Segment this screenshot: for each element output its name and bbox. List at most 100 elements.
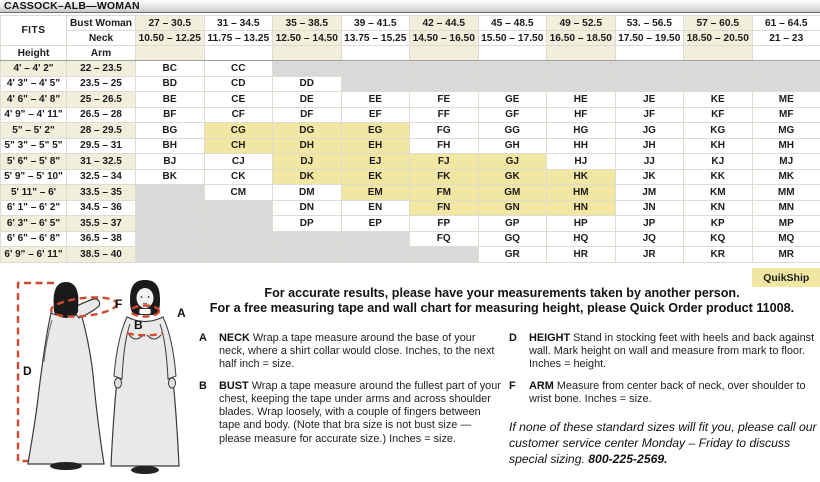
size-cell-unavailable (272, 60, 342, 77)
instruction-term: ARM (529, 380, 557, 393)
size-cell-HP: HP (546, 215, 616, 232)
size-cell-unavailable (203, 215, 273, 232)
intro-line-1: For accurate results, please have your m… (264, 286, 740, 300)
size-cell-MR: MR (751, 246, 820, 263)
mouth (142, 302, 148, 305)
size-cell-ME: ME (751, 91, 820, 108)
size-cell-unavailable (203, 230, 273, 247)
size-cell-JH: JH (614, 137, 684, 154)
instruction-letter: B (199, 380, 207, 393)
customer-service-phone: 800-225-2569. (588, 451, 668, 466)
size-cell-unavailable (409, 246, 479, 263)
measuring-intro: For accurate results, please have your m… (188, 286, 816, 317)
column-spacer (135, 45, 205, 61)
size-cell-unavailable (546, 75, 616, 92)
size-cell-DM: DM (272, 184, 342, 201)
bust-range: 27 – 30.5 (135, 15, 205, 31)
size-cell-FQ: FQ (409, 230, 479, 247)
size-cell-JJ: JJ (614, 153, 684, 170)
size-cell-MM: MM (751, 184, 820, 201)
size-cell-unavailable (614, 60, 684, 77)
size-cell-DN: DN (272, 199, 342, 216)
size-cell-unavailable (340, 230, 410, 247)
size-cell-KR: KR (683, 246, 753, 263)
size-cell-unavailable (135, 199, 205, 216)
bust-range: 31 – 34.5 (203, 15, 273, 31)
height-range: 5' 11" – 6' (0, 184, 67, 201)
column-spacer (477, 45, 547, 61)
column-spacer (272, 45, 342, 61)
size-cell-BF: BF (135, 106, 205, 123)
size-cell-unavailable (340, 75, 410, 92)
neck-range: 12.50 – 14.50 (272, 30, 342, 46)
size-cell-CH: CH (203, 137, 273, 154)
size-cell-CE: CE (203, 91, 273, 108)
instruction-text: NECK Wrap a tape measure around the base… (219, 332, 495, 371)
size-cell-JG: JG (614, 122, 684, 139)
arm-measure-line (49, 296, 119, 318)
size-cell-EK: EK (340, 168, 410, 185)
size-cell-JK: JK (614, 168, 684, 185)
size-cell-GE: GE (477, 91, 547, 108)
figure-label-a: A (177, 306, 186, 320)
size-cell-GM: GM (477, 184, 547, 201)
size-cell-JP: JP (614, 215, 684, 232)
size-table-row: 5" – 5' 2" 28 – 29.5 BG CG DG EG FG GG HG JG KG MG (0, 122, 820, 139)
size-table-row: 6' 6" – 6' 8" 36.5 – 38 FQ GQ HQ JQ KQ MQ (0, 230, 820, 247)
size-cell-EG: EG (340, 122, 410, 139)
size-cell-unavailable (683, 75, 753, 92)
size-cell-DF: DF (272, 106, 342, 123)
instruction-letter: F (509, 380, 516, 393)
size-cell-JN: JN (614, 199, 684, 216)
figure-back-view (27, 282, 105, 470)
neck-range: 15.50 – 17.50 (477, 30, 547, 46)
size-cell-KF: KF (683, 106, 753, 123)
bust-range: 35 – 38.5 (272, 15, 342, 31)
size-cell-JR: JR (614, 246, 684, 263)
size-cell-MQ: MQ (751, 230, 820, 247)
back-arm-crease (43, 319, 53, 363)
collar (138, 308, 152, 315)
size-cell-HM: HM (546, 184, 616, 201)
neck-range: 11.75 – 13.25 (203, 30, 273, 46)
bust-range: 61 – 64.5 (751, 15, 820, 31)
instruction-columns: A NECK Wrap a tape measure around the bas… (199, 332, 817, 467)
neck-row-label: Neck (66, 30, 136, 46)
size-cell-EH: EH (340, 137, 410, 154)
left-hand (114, 377, 122, 389)
bust-row-label: Bust Woman (66, 15, 136, 31)
size-cell-GH: GH (477, 137, 547, 154)
size-cell-BK: BK (135, 168, 205, 185)
size-cell-unavailable (135, 230, 205, 247)
size-cell-unavailable (203, 246, 273, 263)
size-cell-HN: HN (546, 199, 616, 216)
size-cell-CK: CK (203, 168, 273, 185)
size-cell-unavailable (340, 60, 410, 77)
size-table-row: 5' 9" – 5' 10" 32.5 – 34 BK CK DK EK FK GK HK JK K… (0, 168, 820, 185)
column-spacer (614, 45, 684, 61)
height-range: 4' 6" – 4' 8" (0, 91, 67, 108)
neck-range: 17.50 – 19.50 (614, 30, 684, 46)
size-cell-MJ: MJ (751, 153, 820, 170)
size-cell-unavailable (340, 246, 410, 263)
raised-arm (70, 298, 101, 319)
size-cell-DP: DP (272, 215, 342, 232)
size-cell-unavailable (683, 60, 753, 77)
bust-range: 42 – 44.5 (409, 15, 479, 31)
size-cell-FE: FE (409, 91, 479, 108)
height-range: 6' 1" – 6' 2" (0, 199, 67, 216)
neck-range: 14.50 – 16.50 (409, 30, 479, 46)
figure-front-view (110, 280, 180, 474)
instructions-right-column: D HEIGHT Stand in stocking feet with heel… (509, 332, 817, 467)
size-table-row: 6' 9" – 6' 11" 38.5 – 40 GR HR JR KR MR (0, 246, 820, 263)
size-cell-GP: GP (477, 215, 547, 232)
size-table-row: 6' 1" – 6' 2" 34.5 – 36 DN EN FN GN HN JN KN MN (0, 199, 820, 216)
quikship-badge: QuikShip (752, 267, 820, 287)
size-cell-CD: CD (203, 75, 273, 92)
bust-measure-line (126, 331, 164, 337)
column-spacer (203, 45, 273, 61)
height-range: 4' 9" – 4' 11" (0, 106, 67, 123)
arm-range: 34.5 – 36 (66, 199, 136, 216)
size-cell-EN: EN (340, 199, 410, 216)
